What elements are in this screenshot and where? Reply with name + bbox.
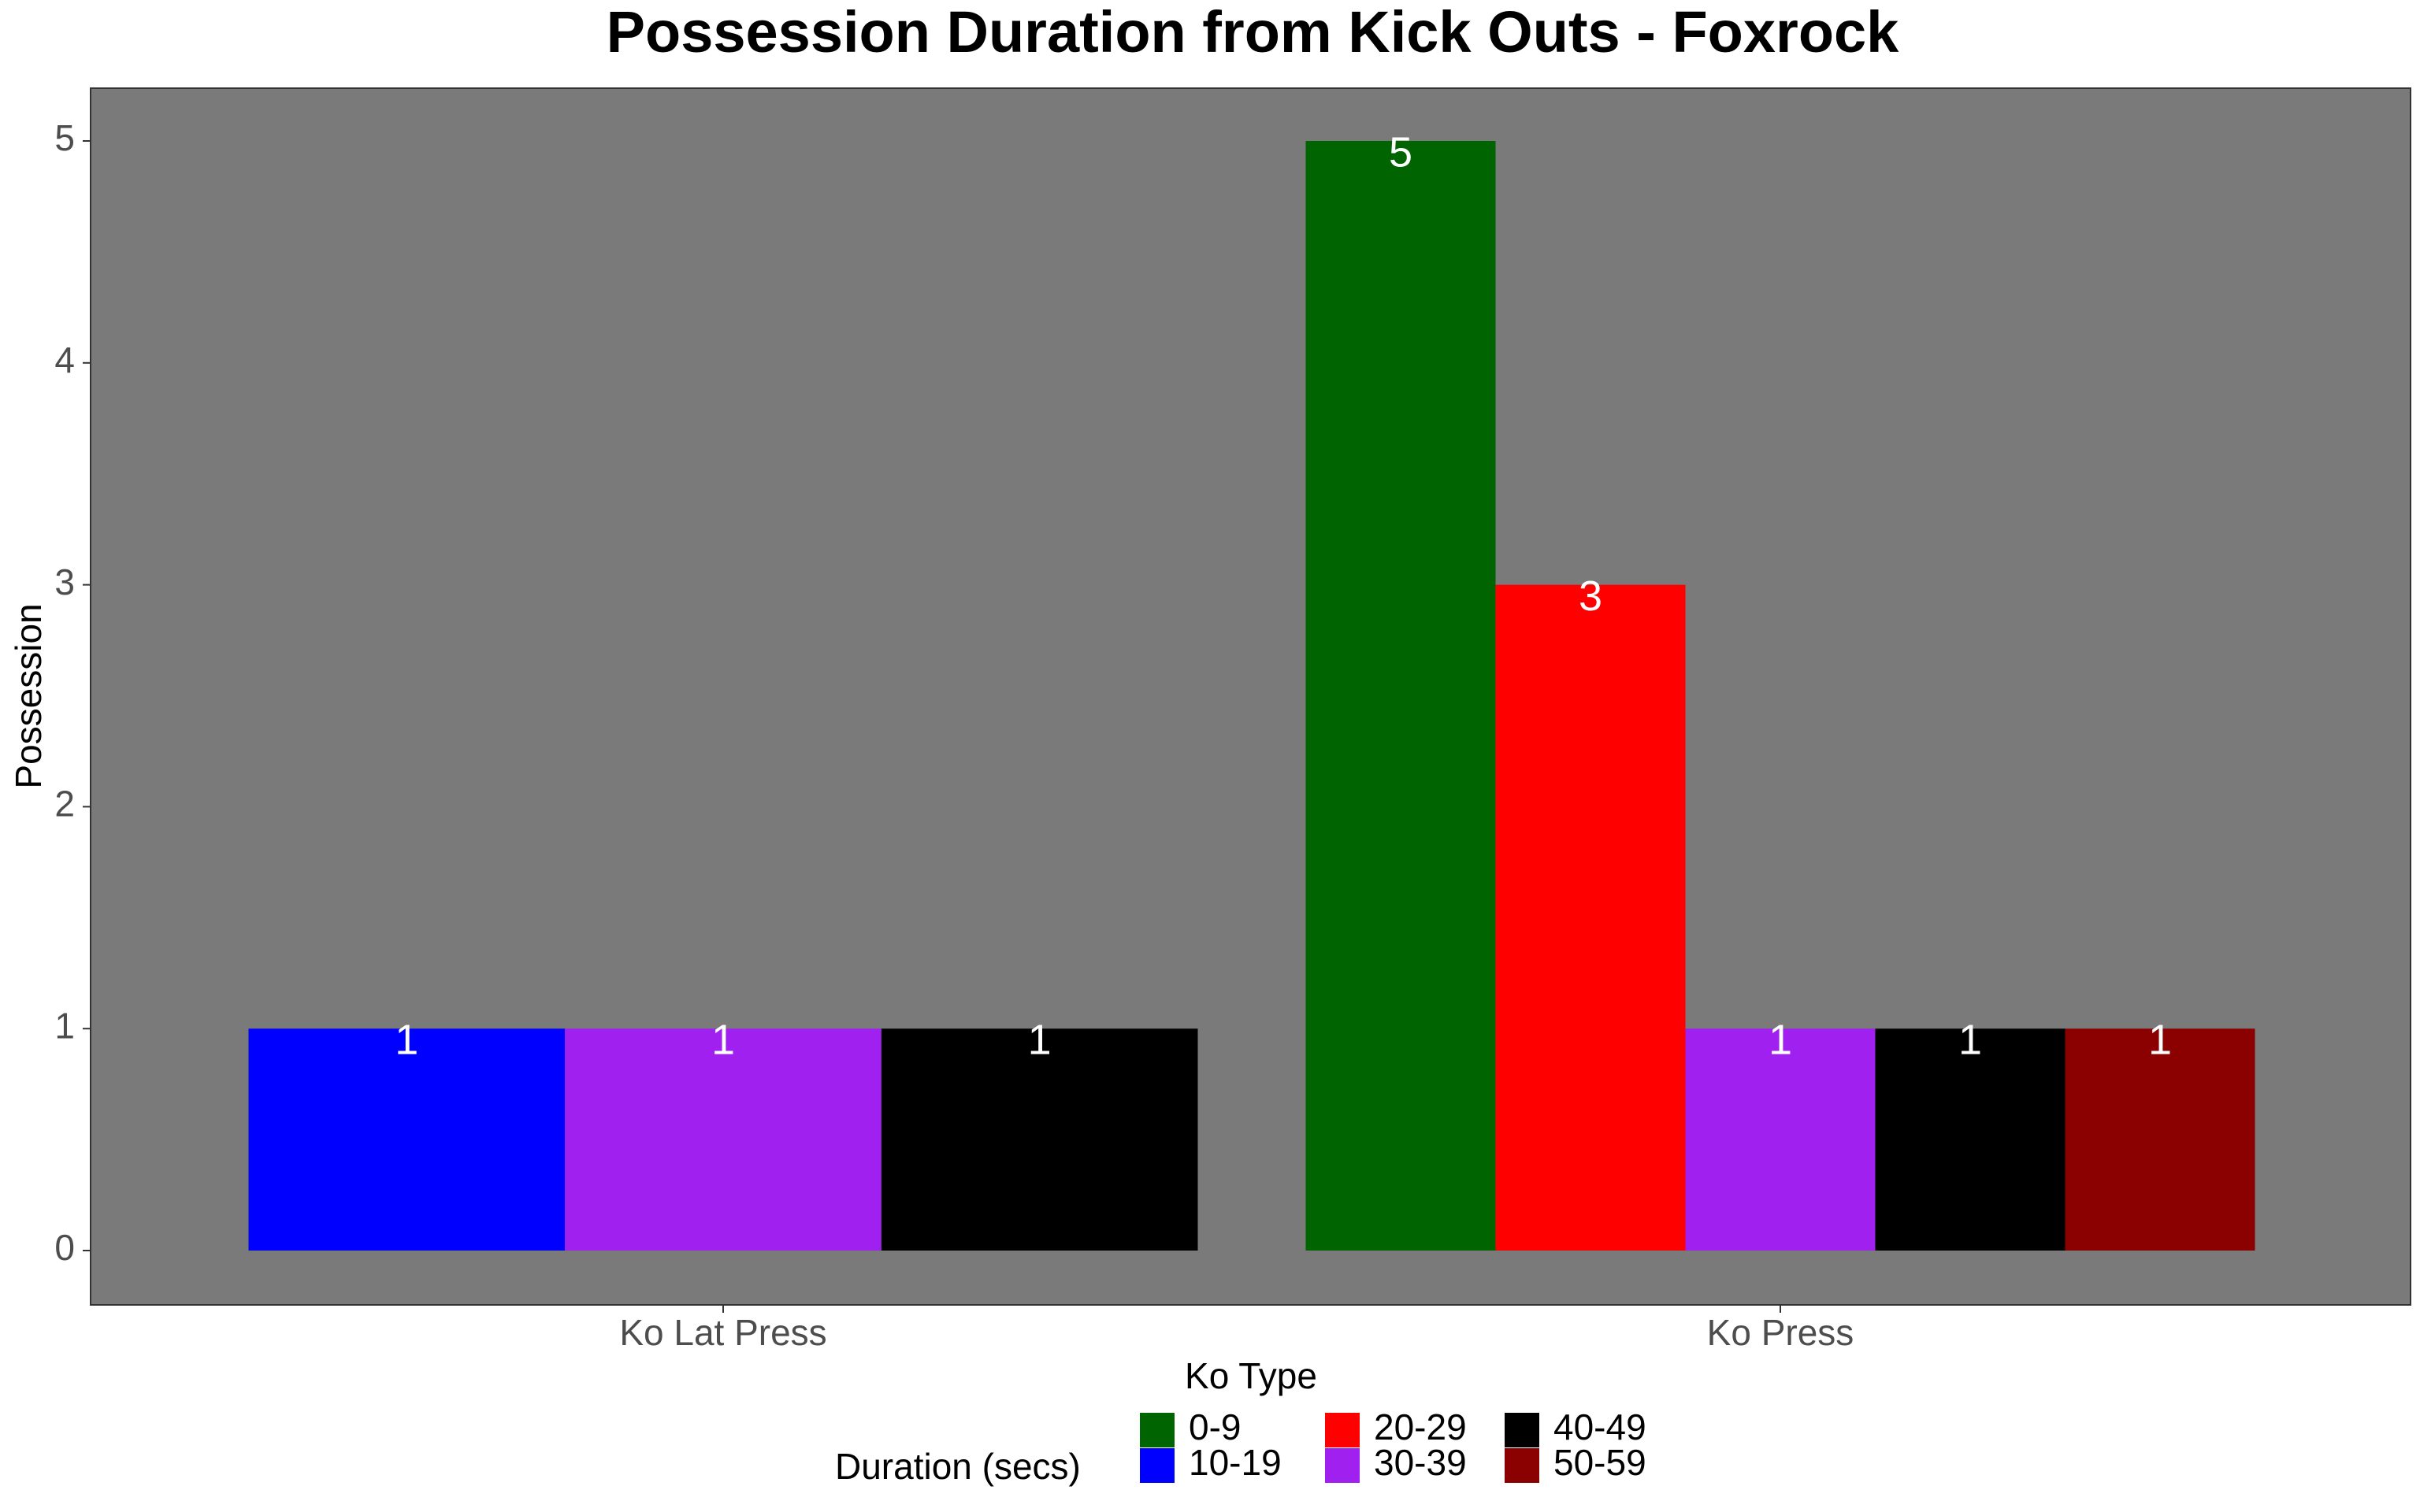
legend-label-50-59: 50-59 xyxy=(1553,1442,1646,1483)
bar-label-ko-press-40-49: 1 xyxy=(1958,1016,1982,1063)
bar-ko-lat-press-40-49 xyxy=(881,1028,1198,1251)
y-tick-label-2: 2 xyxy=(54,784,75,825)
y-tick-label-1: 1 xyxy=(54,1005,75,1046)
bar-label-ko-lat-press-30-39: 1 xyxy=(711,1016,735,1063)
legend-swatch-30-39 xyxy=(1325,1448,1360,1483)
legend-swatch-10-19 xyxy=(1140,1448,1175,1483)
legend-swatch-0-9 xyxy=(1140,1413,1175,1447)
y-tick-label-5: 5 xyxy=(54,117,75,158)
legend-swatch-40-49 xyxy=(1505,1413,1539,1447)
y-axis: 0 1 2 3 4 5 xyxy=(54,117,91,1268)
bars-layer xyxy=(248,141,2255,1251)
y-tick-label-4: 4 xyxy=(54,339,75,380)
y-tick-label-0: 0 xyxy=(54,1227,75,1268)
legend-label-30-39: 30-39 xyxy=(1374,1442,1467,1483)
bar-label-ko-lat-press-40-49: 1 xyxy=(1028,1016,1052,1063)
bar-label-ko-press-50-59: 1 xyxy=(2148,1016,2172,1063)
bar-ko-press-0-9 xyxy=(1305,141,1496,1251)
legend-label-0-9: 0-9 xyxy=(1189,1406,1241,1447)
legend-title: Duration (secs) xyxy=(835,1446,1081,1487)
bar-ko-press-50-59 xyxy=(2065,1028,2255,1251)
legend-label-40-49: 40-49 xyxy=(1553,1406,1646,1447)
legend-label-10-19: 10-19 xyxy=(1189,1442,1282,1483)
x-tick-label-ko-lat-press: Ko Lat Press xyxy=(619,1312,826,1353)
legend-swatch-20-29 xyxy=(1325,1413,1360,1447)
bar-ko-lat-press-10-19 xyxy=(248,1028,566,1251)
y-axis-title: Possession xyxy=(8,603,49,788)
x-tick-label-ko-press: Ko Press xyxy=(1707,1312,1854,1353)
bar-label-ko-press-30-39: 1 xyxy=(1769,1016,1792,1063)
legend-label-20-29: 20-29 xyxy=(1374,1406,1467,1447)
legend-swatch-50-59 xyxy=(1505,1448,1539,1483)
bar-labels-layer: 1 1 1 5 3 1 1 1 xyxy=(395,128,2172,1063)
y-tick-label-3: 3 xyxy=(54,561,75,602)
bar-label-ko-press-20-29: 3 xyxy=(1579,573,1602,620)
bar-ko-press-30-39 xyxy=(1685,1028,1876,1251)
bar-label-ko-lat-press-10-19: 1 xyxy=(395,1016,418,1063)
bar-ko-press-20-29 xyxy=(1495,584,1686,1251)
bar-ko-press-40-49 xyxy=(1875,1028,2066,1251)
bar-ko-lat-press-30-39 xyxy=(565,1028,882,1251)
bar-label-ko-press-0-9: 5 xyxy=(1389,128,1412,176)
x-axis: Ko Lat Press Ko Press xyxy=(619,1305,1854,1353)
chart-title: Possession Duration from Kick Outs - Fox… xyxy=(607,0,1900,65)
x-axis-title: Ko Type xyxy=(1185,1355,1317,1396)
